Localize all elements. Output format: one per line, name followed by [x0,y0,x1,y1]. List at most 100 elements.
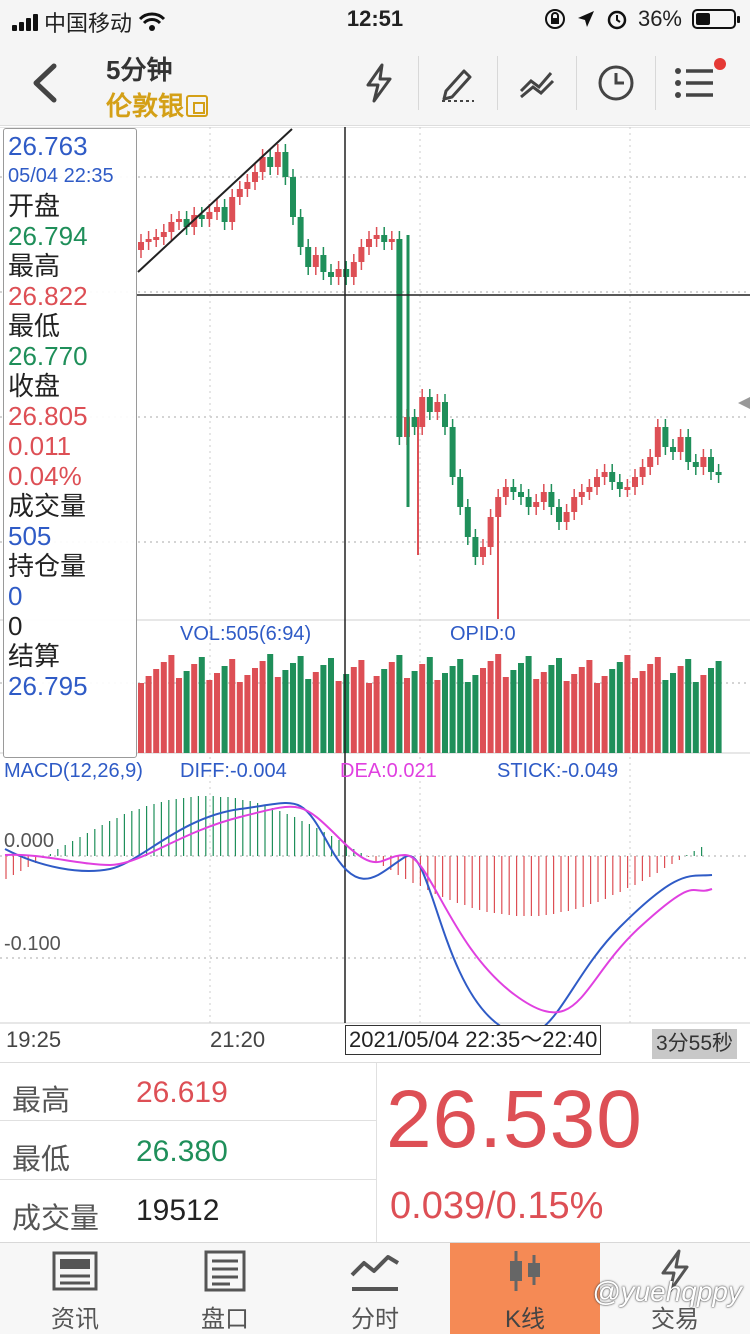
draw-button[interactable] [418,56,497,110]
info-low: 26.770 [8,341,88,371]
candle-body [434,402,441,412]
volume-bar [274,677,281,753]
tab-timeshare[interactable]: 分时 [300,1243,450,1334]
volume-bar [183,671,190,753]
candle-body [343,269,350,277]
volume-bar [609,669,616,753]
tab-news[interactable]: 资讯 [0,1243,150,1334]
quote-panel: 最高 26.619 最低 26.380 成交量 19512 26.530 0.0… [0,1062,750,1243]
dea-label: DEA:0.021 [340,760,437,782]
tab-trade-label: 交易 [651,1306,699,1333]
status-bar: 中国移动 12:51 36% [0,0,750,40]
quote-volume-label: 成交量 [12,1203,100,1235]
dea-line [4,805,713,1014]
candle-body [411,417,418,427]
volume-bar [662,680,669,753]
volume-bar [176,678,182,753]
candle-body [510,487,517,492]
volume-bar [206,680,213,753]
candle-body [290,177,296,217]
volume-bar [328,658,334,753]
volume-bar [335,681,342,753]
candle-body [267,157,274,167]
period-title[interactable]: 5分钟 [106,55,173,85]
orderbook-icon [204,1250,246,1292]
volume-bar [472,675,479,753]
volume-bar [350,667,357,753]
volume-bar [563,681,570,753]
candle-body [487,517,494,547]
candle-body [594,477,600,487]
signal-icon [12,13,38,31]
indicator-button[interactable] [497,56,576,110]
switch-instrument-icon [186,95,209,117]
candle-body [366,239,372,247]
notification-dot [714,58,726,70]
info-high-label: 最高 [8,251,61,281]
macd-tick-low: -0.100 [4,933,61,955]
lightning-icon [366,63,391,103]
info-settle: 26.795 [8,671,88,701]
candle-body [578,492,585,497]
volume-bar [312,672,319,753]
clock-icon [598,65,634,101]
volume-bar [510,670,517,753]
candle-body [571,497,578,512]
candle-body [480,547,486,557]
volume-bar [153,669,160,753]
menu-button[interactable] [655,56,734,110]
quote-high-label: 最高 [12,1085,71,1117]
info-change-pct: 0.04% [8,461,82,491]
pen-icon [442,69,474,102]
candle-body [700,457,707,467]
quote-high-row: 最高 26.619 [0,1063,376,1121]
candle-body [708,457,714,472]
volume-bar [677,666,684,753]
info-high: 26.822 [8,281,88,311]
lightning-button[interactable] [339,56,418,110]
instrument-name[interactable]: 伦敦银 [106,86,209,123]
volume-bar [305,679,312,753]
price-marker [738,397,750,409]
volume-bar [708,668,714,753]
volume-bar [252,668,258,753]
candle-body [464,507,471,537]
kline-chart[interactable]: VOL:505(6:94) OPID:0 MACD(12,26,9) DIFF:… [0,127,750,1059]
volume-bar [548,665,555,753]
info-datetime: 05/04 22:35 [8,165,114,187]
quote-volume: 19512 [136,1194,220,1227]
volume-bar [145,676,152,753]
tab-orderbook[interactable]: 盘口 [150,1243,300,1334]
volume-bar [578,667,585,753]
back-icon[interactable] [26,58,66,108]
volume-bar [601,676,608,753]
crosshair-info-panel: 26.763 05/04 22:35 开盘 26.794 最高 26.822 最… [3,128,137,758]
candle-body [274,152,281,167]
info-volume: 505 [8,521,52,551]
orientation-lock-icon [544,9,565,29]
quote-low: 26.380 [136,1135,228,1168]
volume-bar [236,682,243,753]
candle-body [502,487,509,497]
candle-body [563,512,570,522]
candle-body [328,272,334,277]
candle-body [145,239,152,242]
candle-body [518,492,524,497]
tab-kline[interactable]: K线 [450,1243,600,1334]
tab-trade[interactable]: 交易 [600,1243,750,1334]
candle-body [677,437,684,452]
period-button[interactable] [576,56,655,110]
drawn-trendline [137,128,293,273]
battery-icon [692,9,740,29]
candle-body [350,262,357,277]
volume-bar [540,672,547,753]
candle-body [525,497,532,507]
candle-body [381,235,388,242]
candle-body [670,447,676,452]
volume-bar [426,657,433,753]
macd-tick-zero: 0.000 [4,830,55,852]
candle-body [639,467,646,477]
candle-body [138,242,144,250]
info-low-label: 最低 [8,311,61,341]
candle-body [282,152,289,177]
